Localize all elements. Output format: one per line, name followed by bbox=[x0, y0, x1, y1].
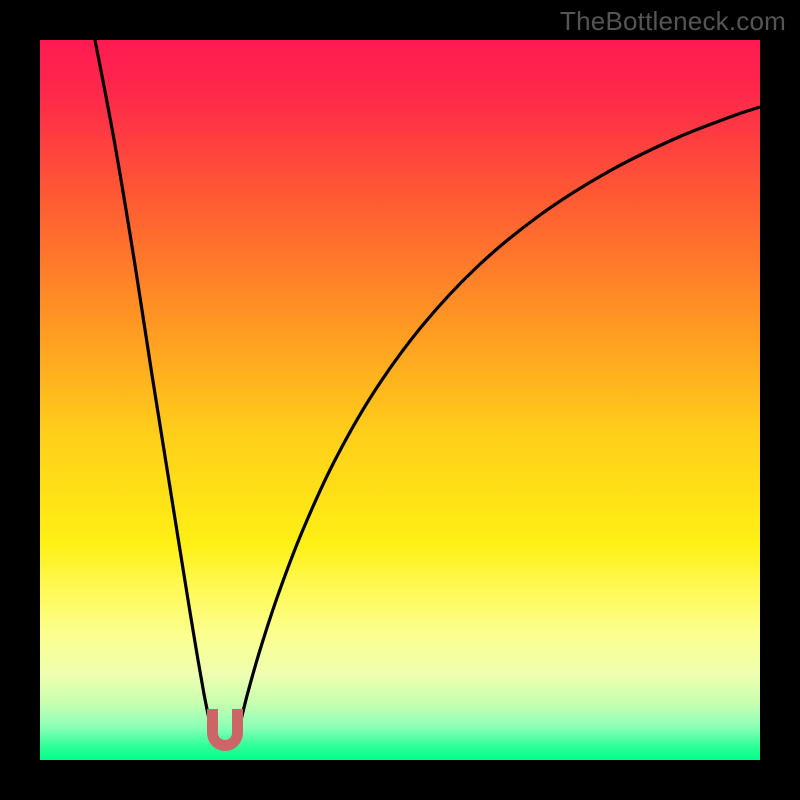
dip-marker bbox=[207, 709, 243, 751]
left-curve bbox=[95, 40, 214, 737]
chart-canvas: TheBottleneck.com bbox=[0, 0, 800, 800]
watermark-text: TheBottleneck.com bbox=[560, 6, 786, 37]
curve-layer bbox=[40, 40, 760, 760]
plot-area bbox=[40, 40, 760, 760]
right-curve bbox=[237, 107, 760, 737]
